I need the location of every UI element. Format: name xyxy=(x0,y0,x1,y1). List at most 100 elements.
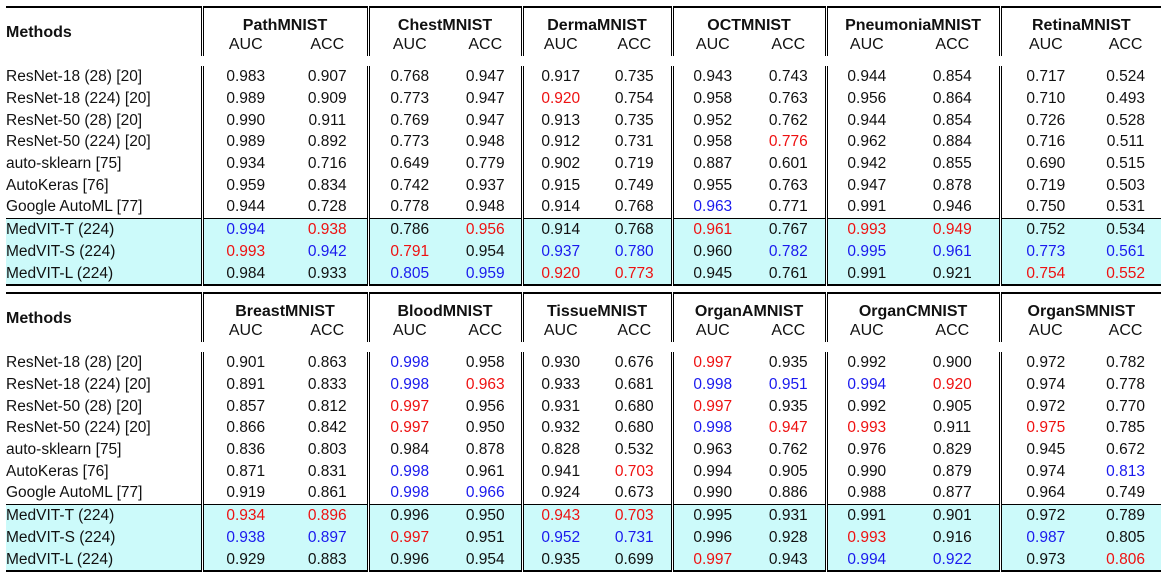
acc-cell: 0.762 xyxy=(768,441,808,459)
auc-cell: 0.972 xyxy=(998,395,1091,418)
acc-cell: 0.954 xyxy=(450,548,523,572)
dataset-name: OCTMNIST xyxy=(707,17,791,35)
acc-cell: 0.763 xyxy=(768,90,808,108)
acc-cell: 0.951 xyxy=(768,376,808,394)
acc-cell: 0.911 xyxy=(933,419,972,437)
acc-cell: 0.767 xyxy=(752,218,827,241)
auc-cell: 0.944 xyxy=(824,66,907,88)
auc-cell: 0.963 xyxy=(670,196,753,219)
acc-cell: 0.935 xyxy=(768,354,808,372)
method-name: MedVIT-S (224) xyxy=(6,526,202,549)
table-row: MedVIT-L (224) 0.984 0.933 0.805 0.959 0.920 0… xyxy=(6,262,1162,286)
method-name: ResNet-50 (28) [20] xyxy=(6,111,143,129)
auc-cell: 0.929 xyxy=(200,548,288,572)
acc-cell: 0.703 xyxy=(614,462,654,480)
auc-cell: 0.857 xyxy=(200,395,288,418)
acc-cell: 0.958 xyxy=(465,354,505,372)
acc-cell: 0.900 xyxy=(932,354,972,372)
auc-cell: 0.987 xyxy=(998,526,1091,549)
acc-cell: 0.954 xyxy=(450,240,523,263)
auc-cell: 0.943 xyxy=(520,504,599,527)
acc-cell: 0.948 xyxy=(465,133,505,151)
acc-cell: 0.956 xyxy=(450,218,523,241)
dataset-name: DermaMNIST xyxy=(547,17,647,35)
auc-cell: 0.931 xyxy=(520,395,599,418)
acc-cell: 0.735 xyxy=(614,68,654,86)
acc-cell: 0.834 xyxy=(307,176,347,194)
dataset-header: OCTMNIST xyxy=(670,7,827,36)
auc-cell: 0.998 xyxy=(366,373,451,396)
method-name: Google AutoML [77] xyxy=(6,482,202,505)
table-row: ResNet-50 (224) [20] 0.989 0.892 0.773 0.948… xyxy=(6,131,1161,153)
acc-cell: 0.947 xyxy=(465,68,505,86)
acc-cell: 0.879 xyxy=(932,462,972,480)
auc-cell: 0.975 xyxy=(998,417,1091,439)
acc-header: ACC xyxy=(935,322,970,340)
acc-cell: 0.779 xyxy=(465,155,505,173)
acc-cell: 0.680 xyxy=(614,397,654,415)
dataset-header: TissueMNIST xyxy=(520,293,673,322)
acc-cell: 0.776 xyxy=(768,133,808,151)
acc-cell: 0.672 xyxy=(1106,441,1145,459)
auc-cell: 0.791 xyxy=(366,240,451,263)
auc-cell: 0.989 xyxy=(200,131,288,153)
auc-cell: 0.726 xyxy=(998,109,1091,132)
auc-cell: 0.768 xyxy=(366,66,451,88)
auc-header: AUC xyxy=(200,35,288,56)
method-name: MedVIT-L (224) xyxy=(6,548,202,572)
method-name: AutoKeras [76] xyxy=(6,462,109,480)
auc-cell: 0.958 xyxy=(670,87,753,110)
dataset-header: ChestMNIST xyxy=(366,7,523,36)
dataset-header: RetinaMNIST xyxy=(998,7,1162,36)
auc-cell: 0.742 xyxy=(366,174,451,197)
acc-cell: 0.561 xyxy=(1090,240,1162,263)
auc-cell: 0.998 xyxy=(670,373,753,396)
acc-cell: 0.719 xyxy=(614,155,654,173)
acc-cell: 0.803 xyxy=(307,441,347,459)
auc-cell: 0.997 xyxy=(366,526,451,549)
acc-cell: 0.812 xyxy=(307,397,347,415)
auc-cell: 0.989 xyxy=(200,87,288,110)
auc-cell: 0.992 xyxy=(824,352,907,374)
acc-cell: 0.942 xyxy=(288,240,369,263)
acc-cell: 0.762 xyxy=(768,111,808,129)
acc-cell: 0.528 xyxy=(1106,111,1145,129)
dataset-name: BreastMNIST xyxy=(235,303,335,321)
table-row: AutoKeras [76] 0.871 0.831 0.998 0.961 0.941 0… xyxy=(6,460,1161,483)
acc-cell: 0.780 xyxy=(598,240,673,263)
dataset-header: PneumoniaMNIST xyxy=(824,7,1001,36)
auc-cell: 0.913 xyxy=(520,109,599,132)
table-row: auto-sklearn [75] 0.934 0.716 0.649 0.779 0.9… xyxy=(6,152,1161,175)
acc-cell: 0.524 xyxy=(1106,68,1145,86)
auc-cell: 0.983 xyxy=(200,66,288,88)
acc-cell: 0.938 xyxy=(288,218,369,241)
acc-header: ACC xyxy=(617,322,652,340)
acc-cell: 0.806 xyxy=(1090,548,1162,572)
acc-cell: 0.532 xyxy=(614,441,654,459)
acc-cell: 0.878 xyxy=(465,441,505,459)
dataset-name: OrganSMNIST xyxy=(1027,303,1136,321)
auc-cell: 0.997 xyxy=(670,548,753,572)
acc-cell: 0.493 xyxy=(1106,90,1145,108)
auc-cell: 0.934 xyxy=(200,152,288,175)
method-name: ResNet-50 (28) [20] xyxy=(6,397,143,415)
auc-cell: 0.902 xyxy=(520,152,599,175)
auc-cell: 0.944 xyxy=(200,196,288,219)
auc-cell: 0.998 xyxy=(366,352,451,374)
auc-cell: 0.974 xyxy=(998,460,1091,483)
table-row: MedVIT-T (224) 0.934 0.896 0.996 0.950 0.943 0… xyxy=(6,504,1162,527)
auc-cell: 0.943 xyxy=(670,66,753,88)
acc-cell: 0.761 xyxy=(752,262,827,286)
acc-cell: 0.966 xyxy=(450,482,523,505)
auc-cell: 0.932 xyxy=(520,417,599,439)
acc-cell: 0.911 xyxy=(308,111,347,129)
acc-cell: 0.782 xyxy=(752,240,827,263)
acc-cell: 0.749 xyxy=(1090,482,1162,505)
acc-cell: 0.768 xyxy=(598,196,673,219)
acc-cell: 0.515 xyxy=(1106,155,1145,173)
auc-cell: 0.955 xyxy=(670,174,753,197)
acc-cell: 0.676 xyxy=(614,354,654,372)
auc-cell: 0.773 xyxy=(998,240,1091,263)
acc-cell: 0.743 xyxy=(768,68,808,86)
table-row: ResNet-50 (224) [20] 0.866 0.842 0.997 0.950… xyxy=(6,417,1161,439)
